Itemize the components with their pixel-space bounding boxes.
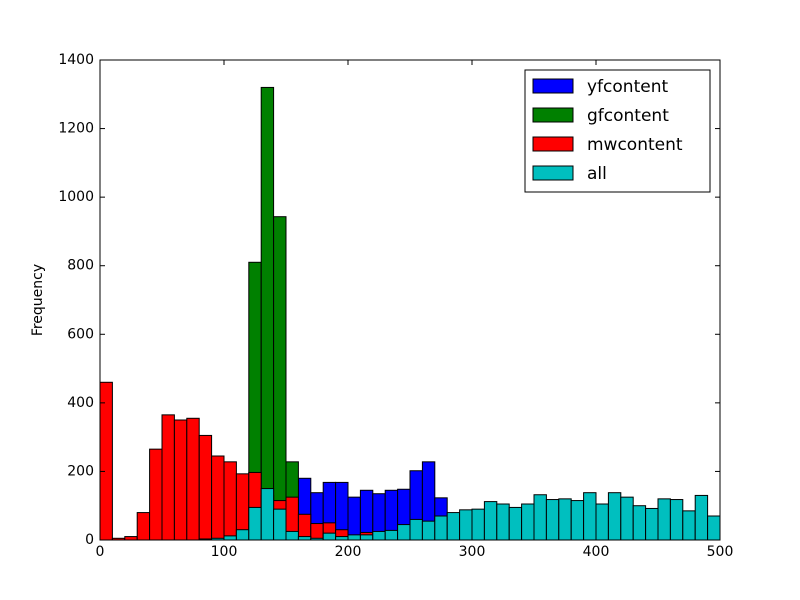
histogram-bar — [707, 515, 721, 541]
legend-swatch — [532, 78, 574, 94]
histogram-bar — [285, 530, 299, 541]
legend-label: yfcontent — [587, 77, 668, 97]
histogram-bar — [632, 505, 647, 541]
histogram-bar — [558, 498, 572, 541]
histogram-bar — [459, 509, 473, 541]
histogram-bar — [359, 534, 374, 541]
histogram-bar — [372, 530, 386, 541]
x-tick-label: 200 — [335, 544, 362, 560]
histogram-bar — [186, 417, 200, 541]
histogram-bar — [248, 506, 262, 541]
histogram-bar — [260, 86, 275, 541]
histogram-bar — [595, 503, 609, 541]
histogram-bar — [397, 524, 411, 541]
histogram-bar — [136, 512, 151, 541]
histogram-bar — [682, 510, 696, 541]
y-tick-label: 800 — [67, 258, 94, 274]
legend-swatch — [532, 165, 574, 181]
histogram-bar — [583, 492, 597, 541]
histogram-bar — [570, 500, 585, 541]
histogram-bar — [421, 520, 436, 541]
histogram-bar — [409, 518, 423, 541]
histogram-bar — [620, 496, 634, 541]
legend-label: gfcontent — [587, 106, 669, 126]
plot-area — [99, 86, 721, 541]
histogram-bar — [607, 492, 622, 541]
histogram-bar — [322, 532, 337, 541]
histogram-bar — [235, 529, 250, 541]
histogram-bar — [347, 496, 361, 541]
histogram-bar — [347, 534, 361, 541]
x-tick-label: 500 — [707, 544, 734, 560]
histogram-bar — [310, 523, 324, 541]
axes-frame — [99, 59, 721, 541]
legend-label: all — [587, 164, 607, 184]
histogram-bar — [335, 536, 349, 541]
histogram-bar — [545, 499, 560, 541]
histogram-bar — [161, 414, 175, 541]
histogram-bar — [508, 506, 523, 541]
y-tick-label: 600 — [67, 326, 94, 342]
histogram-bar — [260, 488, 275, 541]
legend-swatch — [532, 136, 574, 152]
histogram-bar — [471, 508, 485, 541]
x-tick-label: 0 — [96, 544, 105, 560]
legend-label: mwcontent — [587, 135, 683, 155]
y-tick-label: 200 — [67, 463, 94, 479]
histogram-bar — [124, 536, 138, 541]
x-tick-label: 300 — [459, 544, 486, 560]
histogram-bar — [149, 448, 163, 541]
histogram-bar — [211, 455, 225, 541]
histogram-bar — [273, 216, 287, 541]
y-tick-label: 0 — [85, 532, 94, 548]
histogram-bar — [669, 499, 684, 541]
histogram-bar — [434, 515, 448, 541]
histogram-bar — [483, 501, 498, 541]
histogram-bar — [173, 419, 188, 541]
histogram-bar — [657, 498, 671, 541]
histogram-bar — [297, 536, 312, 541]
histogram-bar — [198, 434, 213, 541]
histogram-bar — [223, 535, 237, 541]
histogram-bar — [694, 494, 709, 541]
y-tick-label: 1400 — [58, 52, 94, 68]
y-tick-label: 1200 — [58, 121, 94, 137]
y-tick-label: 400 — [67, 395, 94, 411]
histogram-bar — [521, 503, 535, 541]
y-tick-label: 1000 — [58, 189, 94, 205]
histogram-bar — [446, 512, 461, 541]
histogram-bar — [645, 507, 659, 541]
x-tick-label: 400 — [583, 544, 610, 560]
histogram-bar — [223, 461, 237, 541]
histogram-bar — [99, 381, 113, 541]
histogram-bar — [533, 494, 547, 541]
histogram-bar — [496, 503, 510, 541]
histogram-bar — [384, 529, 399, 541]
histogram-bar — [273, 508, 287, 541]
legend-swatch — [532, 107, 574, 123]
y-axis-label: Frequency — [30, 264, 46, 336]
x-tick-label: 100 — [211, 544, 238, 560]
